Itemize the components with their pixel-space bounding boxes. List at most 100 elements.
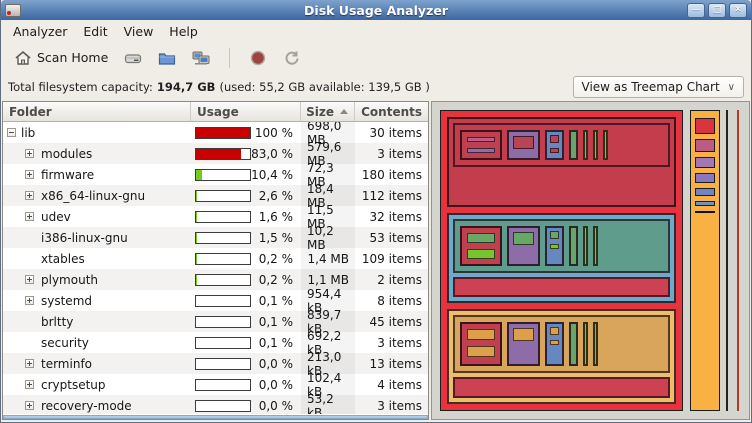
treemap-rect [460,322,502,366]
column-header-size[interactable]: Size [301,102,355,122]
treemap-root-node[interactable] [440,110,683,411]
usage-bar [195,210,251,223]
table-row[interactable]: plymouth 0,2 % 1,1 MB 2 items [3,269,428,290]
table-row[interactable]: terminfo 0,0 % 213,0 kB 13 items [3,350,428,378]
folder-name: cryptsetup [41,377,106,392]
expand-icon[interactable] [25,149,34,158]
app-icon [5,3,21,17]
treemap-subnode[interactable] [453,123,670,167]
usage-bar [195,252,251,265]
sort-ascending-icon [340,109,348,114]
table-row[interactable]: cryptsetup 0,0 % 102,4 kB 4 items [3,371,428,399]
expand-icon[interactable] [25,359,34,368]
collapse-icon[interactable] [7,128,16,137]
contents-value: 53 items [369,230,422,245]
contents-value: 45 items [369,314,422,329]
titlebar[interactable]: Disk Usage Analyzer — □ ✕ [1,0,751,20]
treemap-side-column[interactable] [690,110,720,411]
treemap-rect [583,130,588,160]
usage-bar [195,273,251,286]
folder-tree-pane: Folder Usage Size Contents lib 100 % 698… [2,101,429,420]
minimize-button[interactable]: — [687,2,705,18]
folder-name: terminfo [41,356,93,371]
scan-folder-button[interactable] [153,47,181,69]
table-row[interactable]: xtables 0,2 % 1,4 MB 109 items [3,248,428,269]
contents-value: 4 items [377,377,422,392]
menu-analyzer[interactable]: Analyzer [13,23,68,39]
usage-percent: 1,5 % [258,230,293,245]
usage-percent: 2,6 % [258,188,293,203]
table-row[interactable]: udev 1,6 % 11,5 MB 32 items [3,203,428,231]
usage-percent: 10,4 % [251,167,293,182]
folder-name: security [41,335,89,350]
size-value: 18,4 MB [301,182,355,210]
treemap-subnode[interactable] [453,219,670,273]
expand-icon[interactable] [25,401,34,410]
expand-icon[interactable] [25,191,34,200]
treemap-rect [453,376,670,399]
table-row[interactable]: brltty 0,1 % 839,7 kB 45 items [3,308,428,336]
usage-percent: 0,1 % [258,335,293,350]
table-body: lib 100 % 698,0 MB 30 items modules 83,0… [3,122,428,414]
scan-remote-button[interactable] [187,47,215,69]
contents-value: 32 items [369,209,422,224]
treemap-rect [460,130,502,160]
menu-view[interactable]: View [123,23,154,39]
folder-name: plymouth [41,272,98,287]
table-header: Folder Usage Size Contents [3,102,428,122]
view-mode-dropdown[interactable]: View as Treemap Chart ∨ [572,76,744,98]
menu-edit[interactable]: Edit [83,23,108,39]
table-row[interactable]: i386-linux-gnu 1,5 % 10,2 MB 53 items [3,224,428,252]
treemap-rect [569,322,578,366]
stop-button[interactable] [244,47,272,69]
table-row[interactable]: lib 100 % 698,0 MB 30 items [3,122,428,147]
expand-icon[interactable] [25,380,34,389]
treemap-node[interactable] [447,213,676,304]
column-header-usage[interactable]: Usage [191,102,301,122]
treemap-node[interactable] [447,309,676,405]
treemap-subnode[interactable] [453,315,670,373]
toolbar-separator [229,47,231,68]
expand-icon[interactable] [25,275,34,284]
usage-bar [195,336,251,349]
refresh-icon [283,50,301,66]
treemap-rect [695,118,715,134]
expand-icon[interactable] [25,212,34,221]
treemap-rect [593,322,598,366]
scrollbar-thumb[interactable] [3,415,428,419]
menu-help[interactable]: Help [169,23,198,39]
refresh-button[interactable] [278,47,306,69]
contents-value: 8 items [377,293,422,308]
usage-bar [195,315,251,328]
table-row[interactable]: systemd 0,1 % 954,4 kB 8 items [3,287,428,315]
stop-icon [249,50,267,66]
size-value: 692,2 kB [301,329,355,357]
treemap-rect [695,211,715,213]
horizontal-scrollbar[interactable] [3,414,428,419]
treemap-rect [726,110,728,411]
treemap-rect [453,276,670,298]
expand-icon[interactable] [25,296,34,305]
table-row[interactable]: modules 83,0 % 579,6 MB 3 items [3,140,428,168]
close-button[interactable]: ✕ [729,2,747,18]
contents-value: 30 items [369,125,422,140]
folder-name: udev [41,209,71,224]
scan-home-button[interactable]: Scan Home [9,47,113,69]
table-row[interactable]: recovery-mode 0,0 % 53,2 kB 3 items [3,392,428,414]
treemap-node[interactable] [447,117,676,208]
treemap-chart[interactable] [431,101,750,420]
table-row[interactable]: firmware 10,4 % 72,3 MB 180 items [3,161,428,189]
statusbar: Total filesystem capacity: 194,7 GB (use… [1,73,751,101]
treemap-rect [583,322,588,366]
scan-filesystem-button[interactable] [119,47,147,69]
treemap-rect [603,130,608,160]
maximize-button[interactable]: □ [708,2,726,18]
column-header-contents[interactable]: Contents [355,102,428,122]
column-header-folder[interactable]: Folder [3,102,191,122]
usage-percent: 0,0 % [258,377,293,392]
expand-icon[interactable] [25,170,34,179]
table-row[interactable]: security 0,1 % 692,2 kB 3 items [3,329,428,357]
table-row[interactable]: x86_64-linux-gnu 2,6 % 18,4 MB 112 items [3,182,428,210]
treemap-rect [545,130,564,160]
usage-bar [195,294,251,307]
